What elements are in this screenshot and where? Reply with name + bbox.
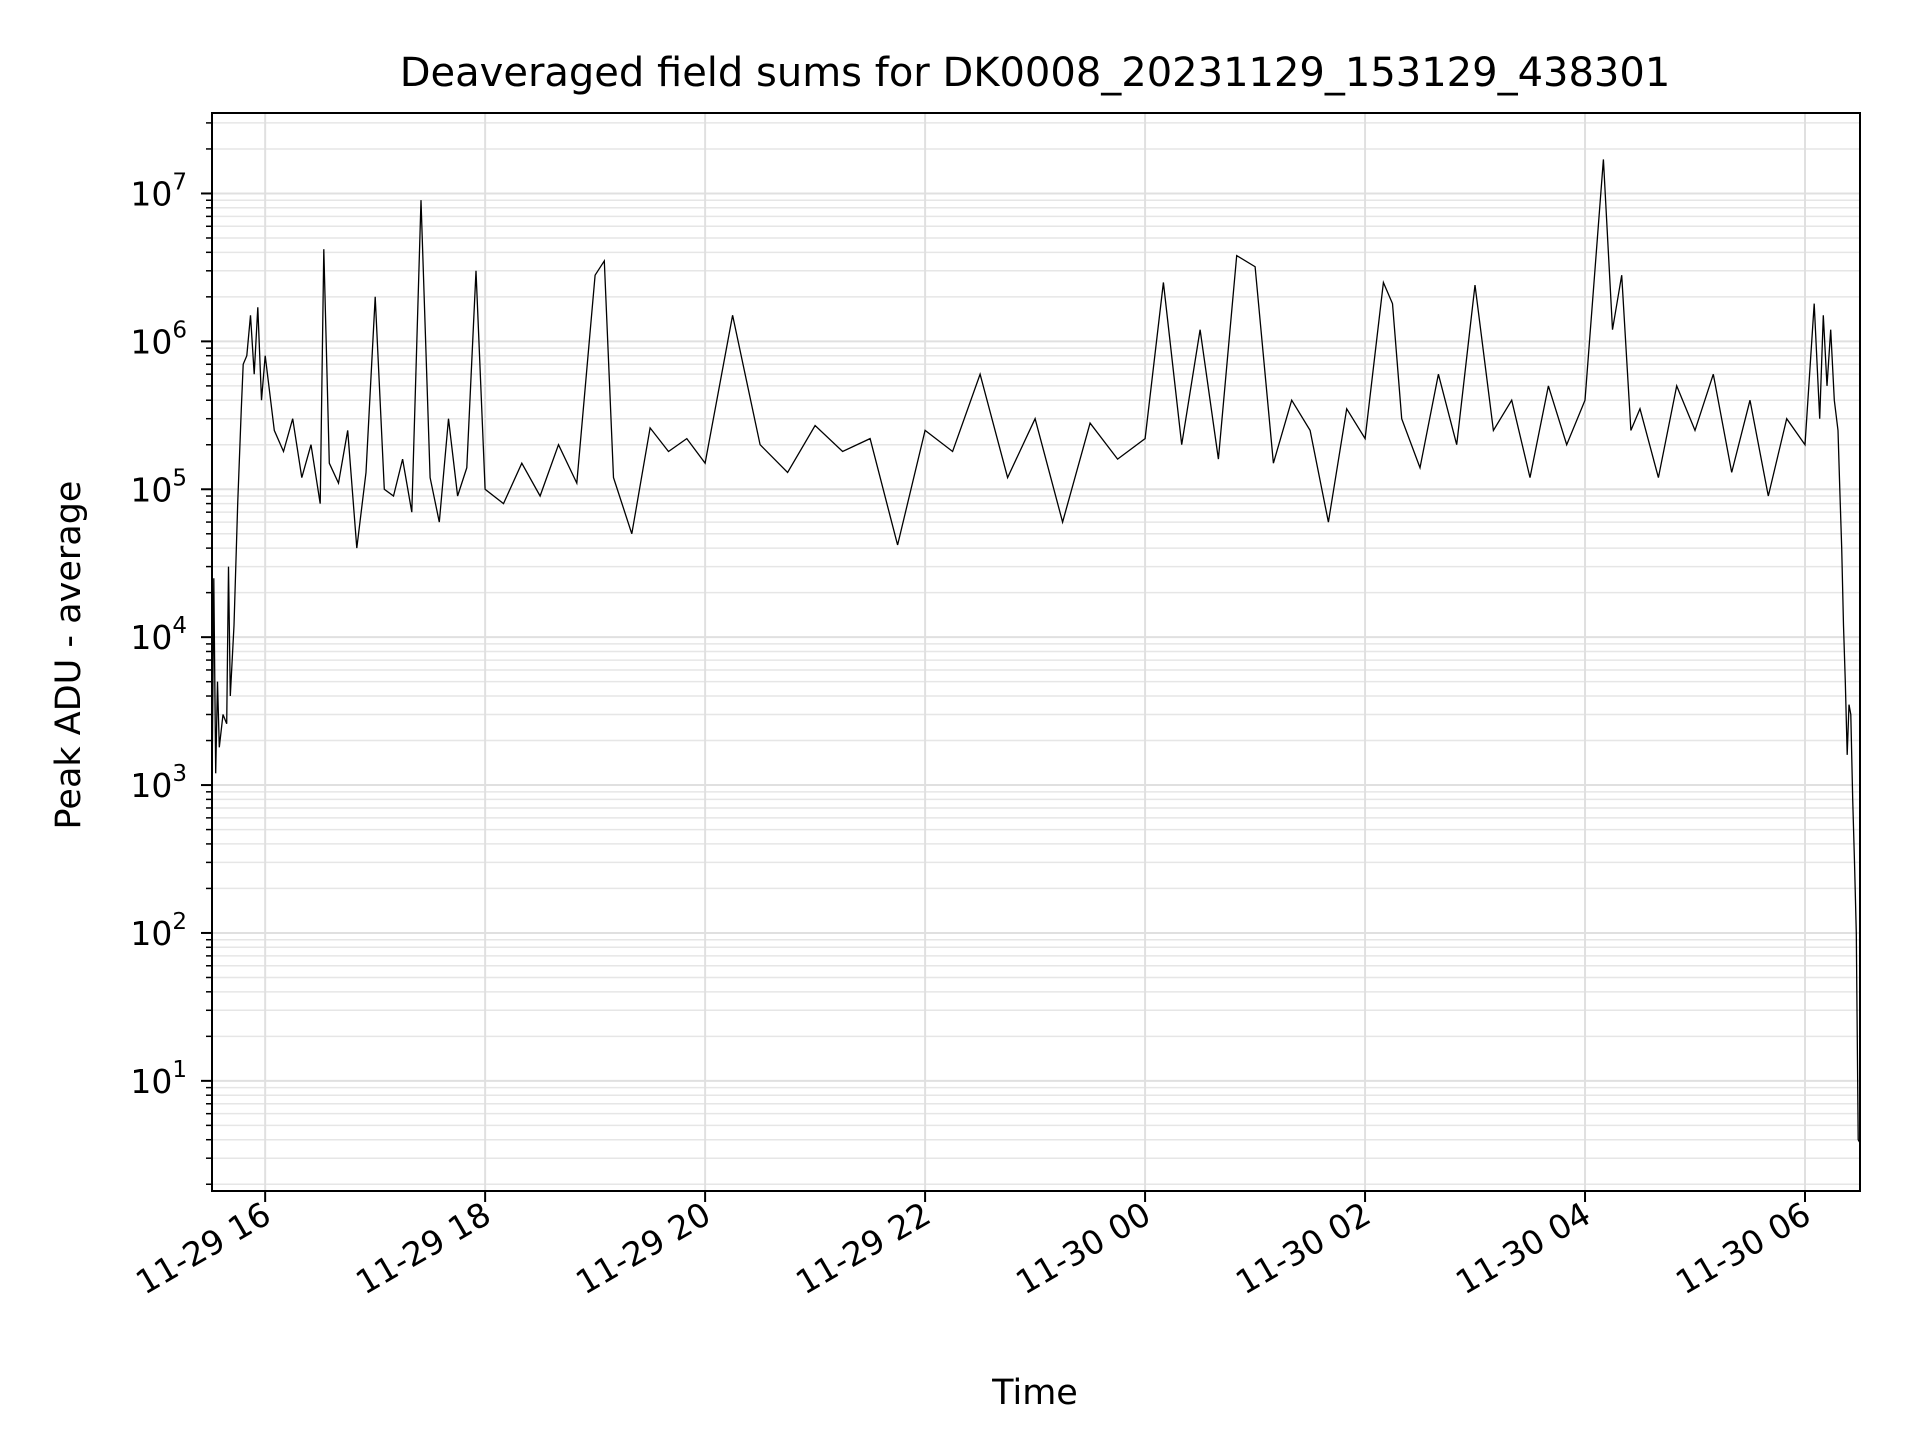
- x-tick-label: 11-30 04: [1449, 1194, 1597, 1302]
- y-tick-label: 105: [130, 465, 187, 509]
- x-axis: 11-29 16 11-29 18 11-29 20 11-29 22 11-30 00…: [129, 1191, 1817, 1302]
- y-tick-label-exponent: 5: [172, 465, 187, 491]
- y-tick-label-exponent: 4: [172, 613, 187, 639]
- chart-title: Deaveraged field sums for DK0008_2023112…: [400, 50, 1671, 96]
- y-tick-label-exponent: 6: [172, 317, 187, 343]
- y-tick-label-exponent: 2: [172, 909, 187, 935]
- y-tick-label-exponent: 7: [172, 169, 187, 195]
- y-tick-label: 103: [130, 761, 187, 805]
- y-tick-label-base: 10: [130, 174, 172, 213]
- x-tick-label: 11-30 06: [1669, 1194, 1817, 1302]
- x-tick-label: 11-30 02: [1229, 1194, 1377, 1302]
- y-tick-label: 107: [130, 169, 187, 213]
- grid: [212, 113, 1860, 1191]
- y-tick-label-base: 10: [130, 766, 172, 805]
- x-tick-label: 11-29 22: [789, 1194, 937, 1302]
- y-tick-label: 106: [130, 317, 187, 361]
- y-tick-label-exponent: 1: [172, 1057, 187, 1083]
- y-tick-label-exponent: 3: [172, 761, 187, 787]
- x-tick-label: 11-30 00: [1009, 1194, 1157, 1302]
- y-tick-label-base: 10: [130, 618, 172, 657]
- x-axis-label: Time: [991, 1373, 1078, 1413]
- y-tick-label-base: 10: [130, 914, 172, 953]
- y-axis-label: Peak ADU - average: [49, 481, 89, 830]
- series-line: [211, 159, 1861, 1144]
- y-tick-label: 101: [130, 1057, 187, 1101]
- y-tick-label-base: 10: [130, 470, 172, 509]
- y-tick-label: 104: [130, 613, 187, 657]
- y-tick-label-base: 10: [130, 1062, 172, 1101]
- x-tick-label: 11-29 20: [569, 1194, 717, 1302]
- x-tick-label: 11-29 18: [349, 1194, 497, 1302]
- y-tick-label-base: 10: [130, 322, 172, 361]
- x-tick-label: 11-29 16: [129, 1194, 277, 1302]
- series-layer: [211, 159, 1861, 1144]
- y-tick-label: 102: [130, 909, 187, 953]
